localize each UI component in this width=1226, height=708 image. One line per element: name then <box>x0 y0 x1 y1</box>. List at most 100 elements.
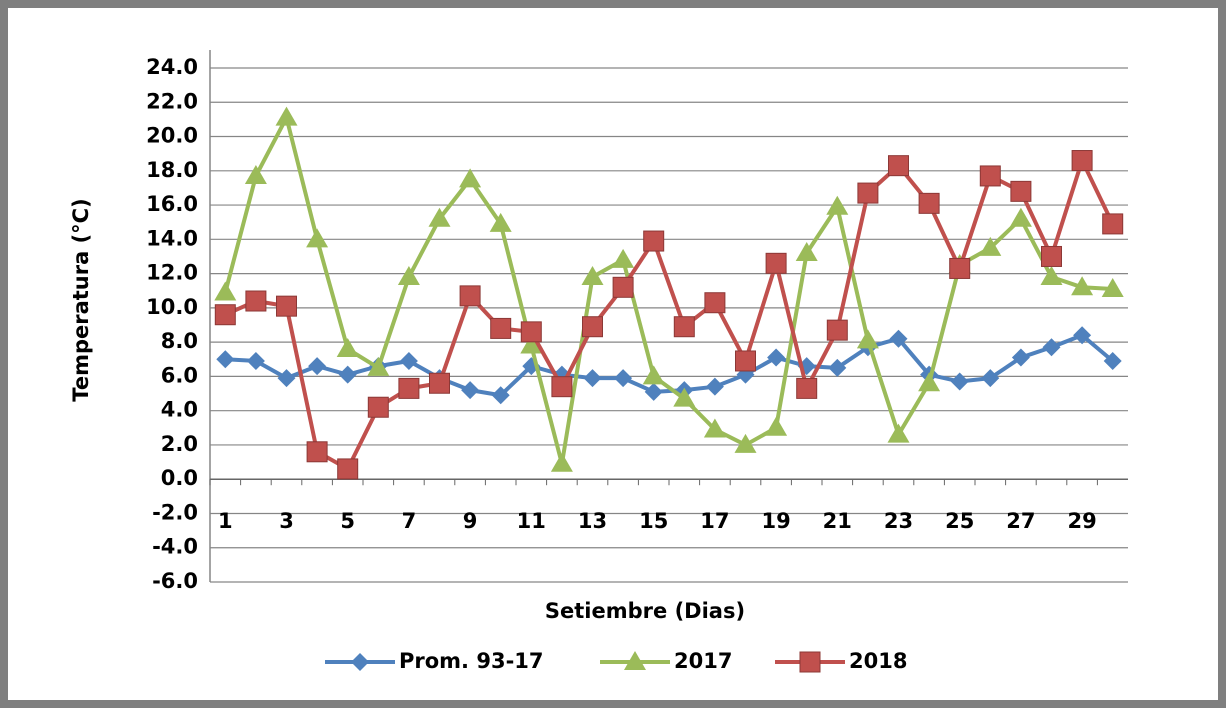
marker <box>949 257 971 279</box>
marker <box>367 356 390 376</box>
marker <box>581 266 604 286</box>
x-tick-label: 21 <box>823 509 852 533</box>
marker <box>1042 338 1061 357</box>
marker <box>308 357 327 376</box>
legend-marker <box>351 653 369 671</box>
x-tick-label: 15 <box>639 509 668 533</box>
marker <box>644 382 663 401</box>
marker <box>918 372 941 392</box>
marker <box>642 365 665 385</box>
y-tick-label: 22.0 <box>146 89 198 113</box>
marker <box>367 396 389 418</box>
x-tick-label: 29 <box>1067 509 1096 533</box>
marker <box>918 192 940 214</box>
marker <box>276 295 297 317</box>
y-tick-label: 12.0 <box>146 261 198 285</box>
y-tick-label: 10.0 <box>146 295 198 319</box>
legend-marker <box>624 651 646 670</box>
y-tick-label: -2.0 <box>152 500 198 524</box>
marker <box>979 165 1001 187</box>
x-tick-label: 3 <box>279 509 294 533</box>
marker <box>520 321 542 343</box>
marker <box>520 334 543 354</box>
x-tick-label: 9 <box>463 509 478 533</box>
marker <box>461 381 480 400</box>
y-tick-label: -6.0 <box>152 569 198 593</box>
y-tick-label: 0.0 <box>161 466 198 490</box>
marker <box>583 369 602 388</box>
x-tick-label: 27 <box>1006 509 1035 533</box>
marker <box>397 266 420 286</box>
legend-label: Prom. 93-17 <box>399 649 544 673</box>
y-tick-label: 20.0 <box>146 124 198 148</box>
marker <box>612 248 635 268</box>
marker <box>734 433 757 453</box>
marker <box>765 252 787 274</box>
marker <box>275 106 298 126</box>
y-tick-label: 2.0 <box>161 432 198 456</box>
marker <box>428 207 451 227</box>
marker <box>887 423 910 443</box>
marker <box>550 452 573 472</box>
marker <box>459 285 481 307</box>
marker <box>245 290 267 312</box>
marker <box>705 377 724 396</box>
marker <box>1101 278 1124 298</box>
marker <box>981 369 1000 388</box>
marker <box>889 329 908 348</box>
marker <box>216 350 235 369</box>
marker <box>337 458 359 480</box>
x-tick-label: 1 <box>218 509 233 533</box>
marker <box>306 228 329 248</box>
marker <box>1041 245 1062 267</box>
marker <box>306 441 328 463</box>
y-tick-label: 18.0 <box>146 158 198 182</box>
marker <box>1010 180 1032 202</box>
marker <box>459 168 482 188</box>
y-tick-label: 24.0 <box>146 55 198 79</box>
legend-label: 2018 <box>849 649 907 673</box>
marker <box>1073 326 1092 345</box>
marker <box>214 304 236 326</box>
marker <box>950 372 969 391</box>
marker <box>246 351 265 370</box>
marker <box>795 242 818 262</box>
marker <box>767 348 786 367</box>
marker <box>244 164 267 184</box>
marker <box>398 377 420 399</box>
x-tick-label: 7 <box>402 509 417 533</box>
marker <box>1071 150 1093 172</box>
marker <box>612 276 634 298</box>
marker <box>277 369 296 388</box>
marker <box>214 281 237 301</box>
marker <box>704 292 726 314</box>
y-axis-title: Temperatura (°C) <box>69 198 93 401</box>
marker <box>828 358 847 377</box>
marker <box>796 377 818 399</box>
legend-label: 2017 <box>674 649 732 673</box>
x-tick-label: 13 <box>578 509 607 533</box>
legend-marker <box>799 651 821 673</box>
x-tick-label: 19 <box>761 509 790 533</box>
marker <box>1071 276 1094 296</box>
marker <box>826 195 849 215</box>
marker <box>673 316 695 338</box>
x-tick-label: 11 <box>517 509 546 533</box>
marker <box>703 418 726 438</box>
marker <box>551 376 573 398</box>
marker <box>979 236 1002 256</box>
marker <box>673 387 696 407</box>
y-tick-label: 16.0 <box>146 192 198 216</box>
marker <box>765 416 788 436</box>
marker <box>643 230 665 252</box>
marker <box>614 369 633 388</box>
x-tick-label: 25 <box>945 509 974 533</box>
marker <box>336 337 359 357</box>
marker <box>582 316 603 338</box>
marker <box>429 372 450 394</box>
marker <box>399 351 418 370</box>
marker <box>1011 348 1030 367</box>
x-tick-label: 17 <box>700 509 729 533</box>
marker <box>489 212 512 232</box>
